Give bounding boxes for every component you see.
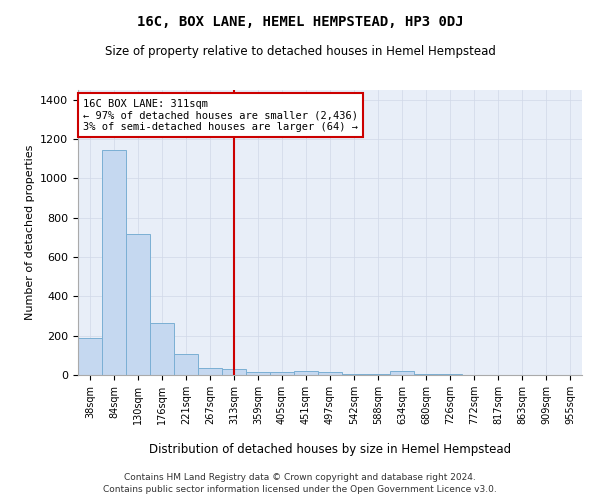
Text: Size of property relative to detached houses in Hemel Hempstead: Size of property relative to detached ho… — [104, 45, 496, 58]
Text: Contains HM Land Registry data © Crown copyright and database right 2024.: Contains HM Land Registry data © Crown c… — [124, 472, 476, 482]
Bar — [78, 338, 102, 375]
Text: 16C BOX LANE: 311sqm
← 97% of detached houses are smaller (2,436)
3% of semi-det: 16C BOX LANE: 311sqm ← 97% of detached h… — [83, 98, 358, 132]
Bar — [198, 368, 222, 375]
Bar — [150, 323, 174, 375]
Bar — [126, 234, 150, 375]
Bar — [246, 372, 270, 375]
Bar — [390, 372, 414, 375]
Bar — [270, 372, 294, 375]
Bar — [174, 354, 198, 375]
Bar — [318, 372, 342, 375]
Text: Distribution of detached houses by size in Hemel Hempstead: Distribution of detached houses by size … — [149, 442, 511, 456]
Bar — [102, 150, 126, 375]
Bar — [414, 374, 438, 375]
Y-axis label: Number of detached properties: Number of detached properties — [25, 145, 35, 320]
Text: 16C, BOX LANE, HEMEL HEMPSTEAD, HP3 0DJ: 16C, BOX LANE, HEMEL HEMPSTEAD, HP3 0DJ — [137, 15, 463, 29]
Text: Contains public sector information licensed under the Open Government Licence v3: Contains public sector information licen… — [103, 485, 497, 494]
Bar — [366, 374, 390, 375]
Bar — [342, 374, 366, 375]
Bar — [294, 372, 318, 375]
Bar — [438, 374, 462, 375]
Bar — [222, 370, 246, 375]
